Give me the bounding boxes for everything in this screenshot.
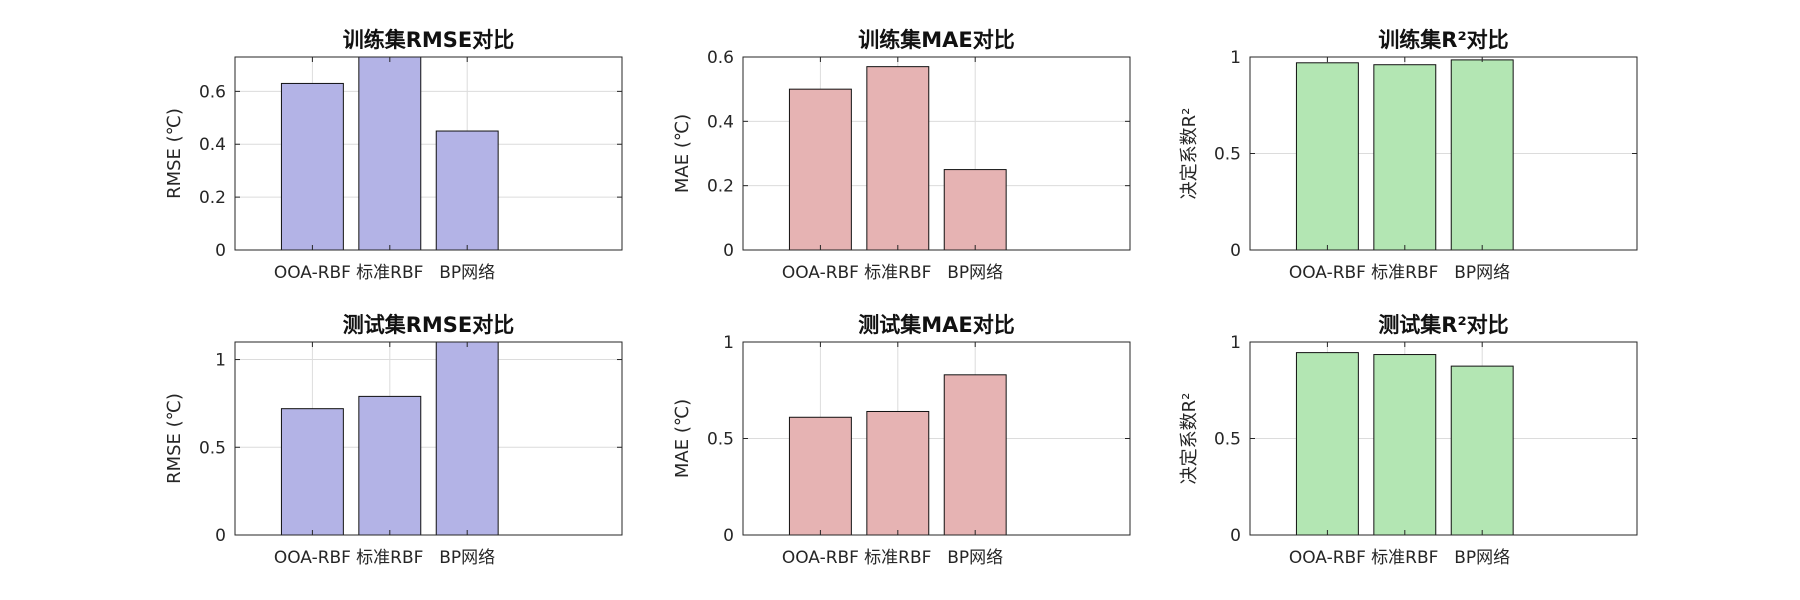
axes-box xyxy=(234,341,623,536)
bar-OOA-RBF xyxy=(280,408,344,536)
x-category-label: BP网络 xyxy=(439,263,495,283)
y-axis-label: 决定系数R² xyxy=(1179,393,1200,485)
y-axis-label: RMSE (℃) xyxy=(164,393,185,484)
y-tick-label: 0.2 xyxy=(707,177,734,197)
bar-BP网络 xyxy=(1450,59,1514,251)
bar-标准RBF xyxy=(358,395,422,536)
chart-panel-4: 0 0.5 1 OOA-RBF 标准RBF BP网络 测试集RMSE对比 RMSE (℃) xyxy=(164,313,623,568)
chart-panel-5: 0 0.5 1 OOA-RBF 标准RBF BP网络 测试集MAE对比 MAE (℃) xyxy=(672,313,1131,568)
y-tick-label: 0.2 xyxy=(199,188,226,208)
y-tick-label: 0 xyxy=(723,241,734,261)
x-category-label: 标准RBF xyxy=(864,548,931,568)
y-tick-label: 1 xyxy=(215,351,226,371)
x-category-label: 标准RBF xyxy=(356,548,423,568)
bar-标准RBF xyxy=(1373,354,1437,536)
x-category-label: BP网络 xyxy=(439,548,495,568)
y-axis-label: MAE (℃) xyxy=(672,399,693,478)
y-tick-label: 0 xyxy=(215,526,226,546)
y-tick-label: 0 xyxy=(1230,526,1241,546)
y-tick-label: 1 xyxy=(723,333,734,353)
x-category-label: BP网络 xyxy=(947,263,1003,283)
bar-BP网络 xyxy=(435,341,499,536)
x-category-label: BP网络 xyxy=(947,548,1003,568)
y-tick-label: 0 xyxy=(723,526,734,546)
x-category-label: OOA-RBF xyxy=(1289,548,1366,568)
x-category-label: 标准RBF xyxy=(1371,263,1438,283)
y-tick-label: 0.5 xyxy=(199,438,226,458)
bar-OOA-RBF xyxy=(788,88,852,251)
y-axis-label: MAE (℃) xyxy=(672,114,693,193)
bar-OOA-RBF xyxy=(280,82,344,251)
bar-BP网络 xyxy=(435,130,499,251)
y-tick-label: 0 xyxy=(1230,241,1241,261)
y-tick-label: 0.4 xyxy=(199,135,226,155)
x-category-label: 标准RBF xyxy=(1371,548,1438,568)
x-category-label: 标准RBF xyxy=(864,263,931,283)
y-axis-label: 决定系数R² xyxy=(1179,108,1200,200)
bar-OOA-RBF xyxy=(1295,352,1359,536)
chart-title: 训练集R²对比 xyxy=(1378,28,1508,52)
y-tick-label: 0.5 xyxy=(1214,430,1241,450)
x-category-label: OOA-RBF xyxy=(1289,263,1366,283)
chart-panel-1: 0 0.2 0.4 0.6 OOA-RBF 标准RBF BP网络 训练集RMSE对比 RMSE … xyxy=(164,28,623,283)
x-category-label: BP网络 xyxy=(1454,263,1510,283)
y-tick-label: 0.5 xyxy=(1214,145,1241,165)
y-tick-label: 0.6 xyxy=(707,48,734,68)
bar-标准RBF xyxy=(866,66,930,251)
chart-title: 训练集MAE对比 xyxy=(858,28,1015,52)
chart-title: 测试集R²对比 xyxy=(1378,313,1508,337)
y-axis-label: RMSE (℃) xyxy=(164,108,185,199)
bar-标准RBF xyxy=(358,56,422,251)
y-tick-label: 0 xyxy=(215,241,226,261)
y-tick-label: 0.4 xyxy=(707,112,734,132)
bar-BP网络 xyxy=(1450,365,1514,536)
x-category-label: OOA-RBF xyxy=(782,263,859,283)
bar-OOA-RBF xyxy=(788,416,852,536)
y-tick-label: 1 xyxy=(1230,48,1241,68)
y-tick-label: 1 xyxy=(1230,333,1241,353)
bar-标准RBF xyxy=(1373,64,1437,251)
x-category-label: OOA-RBF xyxy=(274,548,351,568)
bar-标准RBF xyxy=(866,410,930,536)
chart-title: 测试集MAE对比 xyxy=(858,313,1015,337)
chart-title: 训练集RMSE对比 xyxy=(343,28,515,52)
y-tick-label: 0.6 xyxy=(199,82,226,102)
bar-OOA-RBF xyxy=(1295,62,1359,251)
chart-panel-2: 0 0.2 0.4 0.6 OOA-RBF 标准RBF BP网络 训练集MAE对比 MAE (℃… xyxy=(672,28,1131,283)
bar-BP网络 xyxy=(943,374,1007,536)
bar-BP网络 xyxy=(943,169,1007,251)
x-category-label: 标准RBF xyxy=(356,263,423,283)
x-category-label: BP网络 xyxy=(1454,548,1510,568)
x-category-label: OOA-RBF xyxy=(274,263,351,283)
axes-box xyxy=(234,56,623,251)
axes-box xyxy=(742,56,1131,251)
x-category-label: OOA-RBF xyxy=(782,548,859,568)
y-tick-label: 0.5 xyxy=(707,430,734,450)
chart-title: 测试集RMSE对比 xyxy=(343,313,515,337)
